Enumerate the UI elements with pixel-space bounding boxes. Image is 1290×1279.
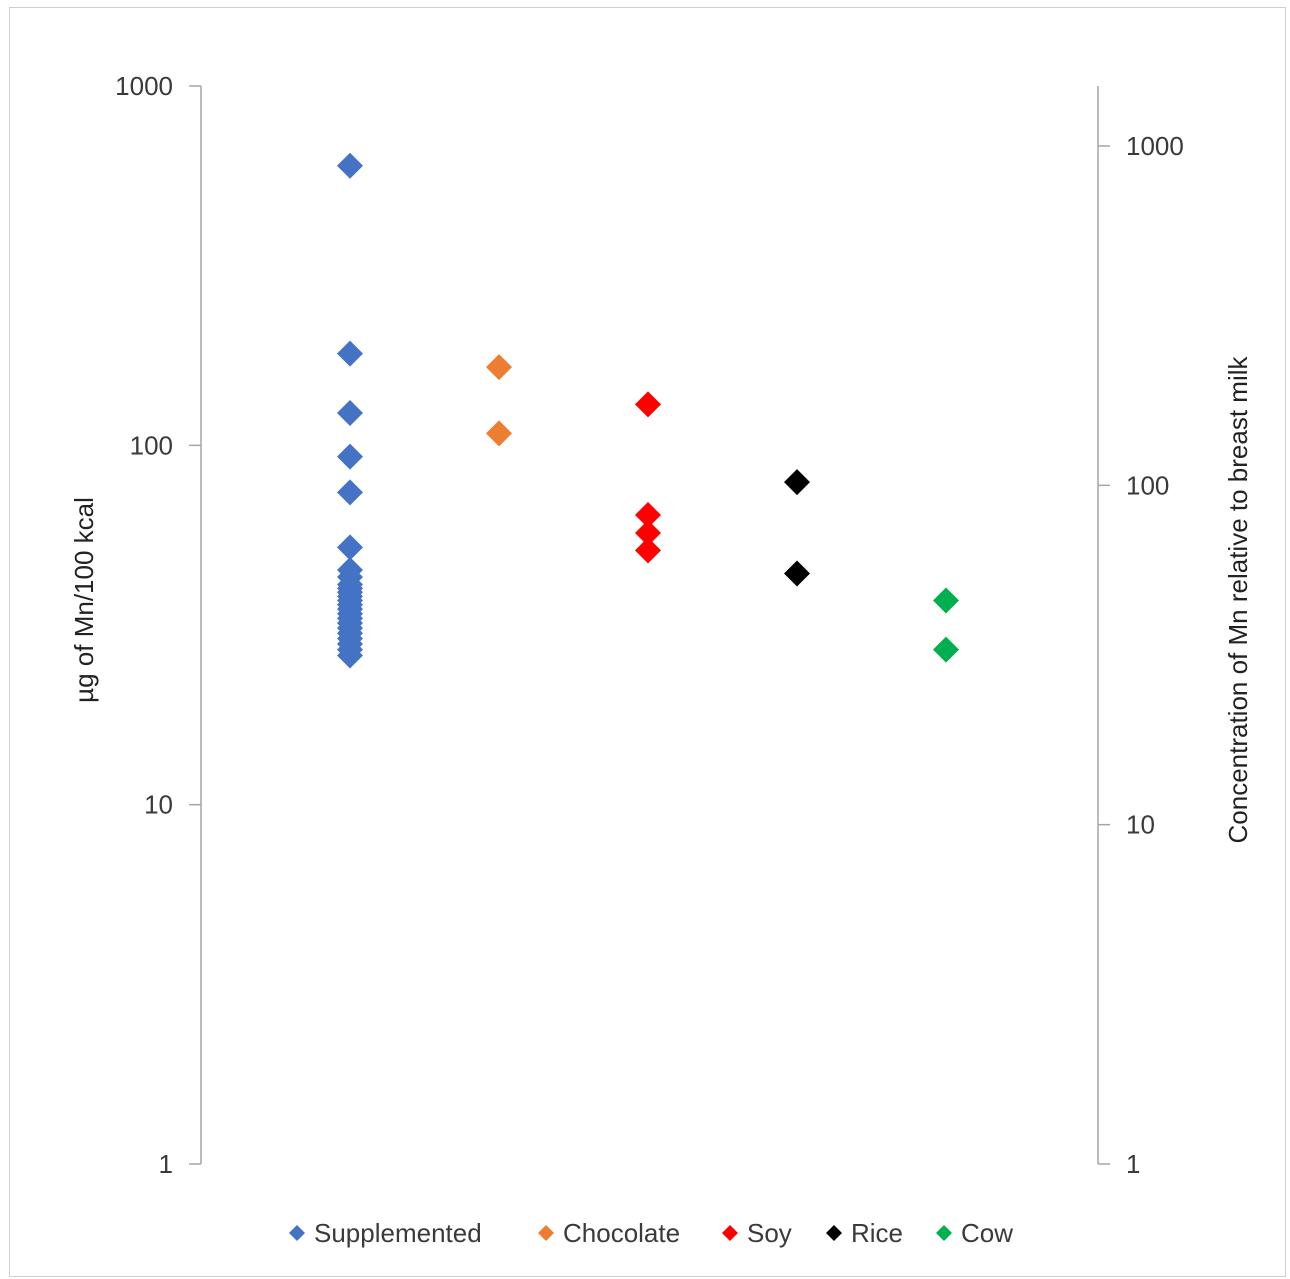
data-points: [337, 152, 959, 669]
y2-axis-title: Concentration of Mn relative to breast m…: [1223, 356, 1253, 844]
data-point-chocolate: [486, 354, 512, 381]
data-point-supplemented: [337, 479, 363, 506]
legend-marker-cow: [936, 1225, 952, 1241]
left-tick-label: 1000: [115, 71, 173, 101]
right-axis-ticks: 1 10 100 1000: [1098, 131, 1184, 1179]
right-tick-label: 10: [1126, 810, 1155, 840]
right-tick-label: 1000: [1126, 131, 1184, 161]
data-point-soy: [635, 537, 661, 564]
data-point-rice: [784, 469, 810, 496]
data-point-rice: [784, 560, 810, 587]
legend-label-soy: Soy: [747, 1218, 792, 1248]
data-point-cow: [933, 636, 959, 663]
data-point-chocolate: [486, 420, 512, 447]
data-point-supplemented: [337, 443, 363, 470]
legend-marker-rice: [826, 1225, 842, 1241]
left-tick-label: 10: [144, 790, 173, 820]
data-point-supplemented: [337, 152, 363, 179]
left-tick-label: 1: [159, 1149, 173, 1179]
y-axis-title: µg of Mn/100 kcal: [69, 497, 99, 703]
legend: Supplemented Chocolate Soy Rice Cow: [289, 1218, 1013, 1248]
left-axis-ticks: 1 10 100 1000: [115, 71, 201, 1179]
data-point-supplemented: [337, 534, 363, 561]
legend-label-chocolate: Chocolate: [563, 1218, 680, 1248]
data-point-supplemented: [337, 642, 363, 669]
data-point-cow: [933, 587, 959, 614]
data-point-soy: [635, 520, 661, 547]
right-tick-label: 1: [1126, 1149, 1140, 1179]
data-point-supplemented: [337, 340, 363, 367]
legend-label-supplemented: Supplemented: [314, 1218, 482, 1248]
data-point-soy: [635, 501, 661, 528]
legend-marker-chocolate: [538, 1225, 554, 1241]
legend-label-rice: Rice: [851, 1218, 903, 1248]
legend-marker-soy: [722, 1225, 738, 1241]
data-point-soy: [635, 391, 661, 418]
legend-label-cow: Cow: [961, 1218, 1013, 1248]
left-tick-label: 100: [130, 430, 173, 460]
right-tick-label: 100: [1126, 470, 1169, 500]
chart-frame: [9, 7, 1286, 1277]
axes: [200, 86, 1099, 1164]
legend-marker-supplemented: [289, 1225, 305, 1241]
data-point-supplemented: [337, 400, 363, 427]
